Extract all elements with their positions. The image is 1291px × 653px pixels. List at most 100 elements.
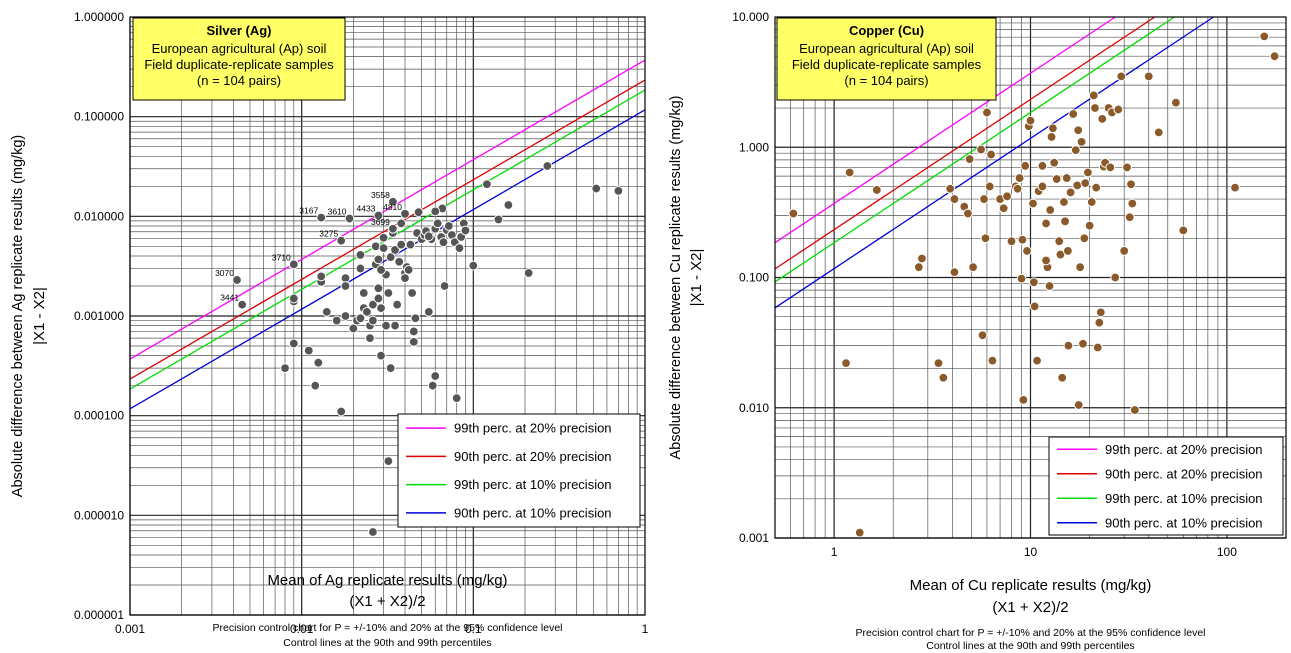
data-point (331, 315, 342, 326)
data-point (370, 241, 381, 252)
data-point (388, 223, 398, 234)
point-label: 3558 (371, 190, 390, 200)
control-lines (774, 16, 1214, 309)
point-label: 3610 (328, 207, 347, 217)
data-point (396, 239, 407, 250)
data-point (348, 323, 359, 334)
data-point (355, 313, 366, 324)
legend-label: 99th perc. at 10% precision (1105, 491, 1263, 506)
data-point (310, 380, 321, 391)
data-point (439, 281, 450, 291)
point-label: 3441 (220, 293, 239, 303)
y-tick-label: 0.100 (739, 271, 769, 285)
data-point (423, 231, 434, 242)
data-point (400, 273, 410, 284)
data-point (355, 250, 366, 260)
data-point (1020, 160, 1031, 171)
data-point (410, 313, 421, 324)
data-point (1065, 187, 1076, 198)
data-point (368, 315, 378, 326)
x-tick-label: 0.001 (115, 622, 145, 636)
point-label: 4433 (357, 203, 376, 213)
x-tick-label: 10 (1024, 545, 1038, 559)
data-point (454, 243, 465, 254)
y-tick-label: 0.001 (739, 531, 769, 545)
legend-label: 99th perc. at 10% precision (454, 477, 612, 492)
data-point (368, 299, 378, 310)
point-label: 4810 (383, 202, 402, 212)
x-tick-label: 1 (831, 545, 838, 559)
data-point (1090, 103, 1100, 113)
x-tick-label: 0.01 (290, 622, 314, 636)
chart-caption: Control lines at the 90th and 99th perce… (283, 637, 491, 649)
data-point (396, 218, 407, 229)
data-point (1230, 182, 1240, 193)
data-point (1068, 109, 1079, 119)
data-point (390, 320, 400, 331)
title-box-line: (n = 104 pairs) (844, 73, 928, 88)
data-point (998, 203, 1009, 214)
data-point (1037, 181, 1048, 192)
data-point (1057, 372, 1068, 383)
title-box-line: (n = 104 pairs) (197, 73, 281, 88)
data-point (1051, 174, 1062, 184)
data-point (976, 144, 986, 155)
x-tick-label: 1 (642, 622, 649, 636)
data-point (1076, 136, 1087, 147)
point-label: 3275 (319, 229, 338, 239)
data-point (405, 239, 416, 250)
data-point (392, 299, 403, 310)
data-point (385, 363, 396, 374)
data-point (438, 237, 449, 248)
y-tick-label: 0.100000 (74, 110, 124, 124)
data-point (313, 357, 324, 368)
data-point (288, 338, 299, 349)
data-point (1105, 162, 1116, 173)
data-point (987, 355, 998, 366)
legend: 99th perc. at 20% precision 90th perc. at… (1048, 436, 1284, 536)
data-point (1041, 218, 1051, 229)
title-box-line: European agricultural (Ap) soil (799, 41, 974, 56)
data-point (383, 288, 394, 298)
legend-box (1048, 436, 1284, 536)
data-point (949, 194, 960, 204)
legend-label: 90th perc. at 10% precision (454, 505, 612, 520)
data-point (340, 311, 351, 321)
chart-caption: Precision control chart for P = +/-10% a… (855, 627, 1205, 639)
x-tick-labels: 0.001 0.01 0.1 1 (115, 622, 649, 636)
data-point (1016, 273, 1027, 284)
y-tick-label: 0.001000 (74, 309, 124, 323)
data-point (368, 527, 378, 537)
data-point (280, 363, 290, 374)
data-point (1094, 317, 1105, 328)
data-point (407, 288, 418, 298)
data-point (358, 288, 369, 298)
data-point (451, 393, 462, 404)
data-point (423, 306, 434, 317)
data-point (388, 196, 398, 207)
data-point (1070, 145, 1081, 156)
data-point (232, 275, 242, 285)
data-point (400, 208, 410, 219)
data-point (1028, 198, 1038, 209)
data-points (788, 31, 1280, 538)
legend-label: 90th perc. at 20% precision (454, 449, 612, 464)
x-axis-formula: (X1 + X2)/2 (349, 593, 425, 610)
y-tick-label: 0.010 (739, 401, 769, 415)
data-point (1049, 157, 1060, 168)
data-point (917, 253, 927, 264)
data-point (413, 207, 424, 218)
data-point (977, 330, 988, 341)
data-point (1032, 355, 1042, 366)
data-point (430, 371, 441, 381)
data-point (1124, 212, 1135, 223)
title-box: Silver (Ag) European agricultural (Ap) so… (132, 17, 346, 101)
data-point (1095, 307, 1106, 318)
chart-title: Copper (Cu) (849, 23, 924, 38)
data-point (503, 200, 514, 210)
y-tick-labels: 0.001 0.010 0.100 1.000 10.000 (732, 10, 769, 545)
data-point (373, 210, 384, 221)
data-point (376, 265, 386, 275)
data-point (408, 336, 419, 347)
data-point (237, 299, 248, 310)
